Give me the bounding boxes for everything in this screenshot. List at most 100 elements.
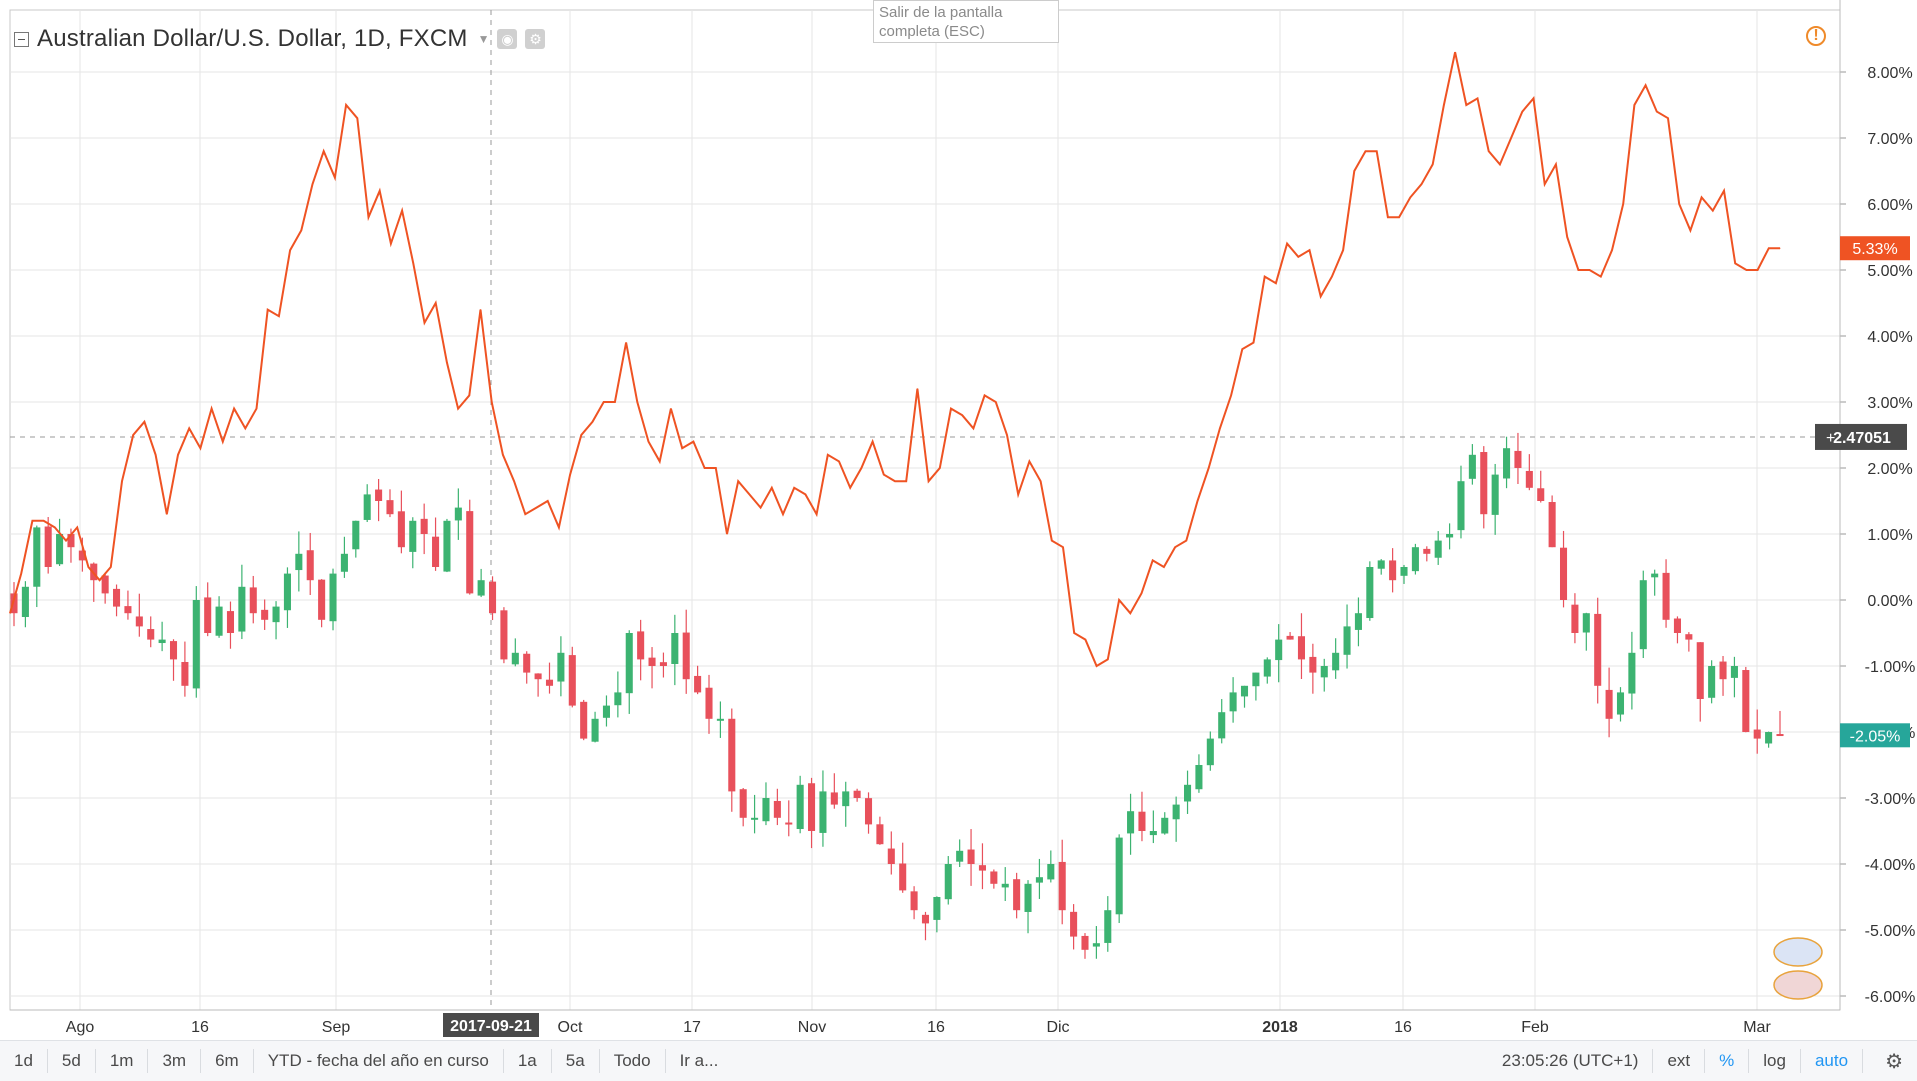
compare-series-point <box>1062 546 1064 548</box>
percent-toggle[interactable]: % <box>1705 1049 1750 1073</box>
compare-series-point <box>233 408 235 410</box>
price-chart[interactable]: 8.00% 7.00% 6.00% 5.00% 4.00% 3.00% 2.00% 1.00%… <box>0 0 1917 1040</box>
candle-body <box>1616 692 1625 715</box>
compare-series-point <box>502 454 504 456</box>
candle-body <box>318 579 326 620</box>
range-3m[interactable]: 3m <box>148 1049 202 1073</box>
compare-series-point <box>972 427 974 429</box>
candle-body <box>443 520 451 572</box>
compare-series-point <box>1051 540 1053 542</box>
compare-series-point <box>491 401 493 403</box>
y-tick-label: 2.00% <box>1867 461 1912 478</box>
x-tick-label: 17 <box>683 1019 701 1036</box>
compare-series-point <box>961 414 963 416</box>
range-todo[interactable]: Todo <box>600 1049 666 1073</box>
candle-body <box>135 616 143 627</box>
compare-series-point <box>87 566 89 568</box>
symbol-title[interactable]: Australian Dollar/U.S. Dollar, 1D, FXCM <box>37 25 468 52</box>
gear-icon[interactable]: ⚙ <box>525 29 546 49</box>
compare-series-point <box>1017 493 1019 495</box>
candle-body <box>545 679 554 686</box>
candle-body <box>1559 547 1568 600</box>
candle-body <box>375 489 383 501</box>
y-tick-label: -1.00% <box>1865 659 1916 676</box>
compare-series-point <box>536 507 537 509</box>
candle-body <box>409 520 417 552</box>
candle-body <box>1149 831 1157 836</box>
tooltip-line-1: Salir de la pantalla <box>879 4 1003 21</box>
compare-series-point <box>424 322 425 324</box>
compare-series-point <box>199 447 201 449</box>
candle-body <box>682 632 690 680</box>
range-1a[interactable]: 1a <box>504 1049 552 1073</box>
candle-body <box>944 864 952 900</box>
compare-series-point <box>20 573 22 575</box>
range-6m[interactable]: 6m <box>201 1049 254 1073</box>
range-5a[interactable]: 5a <box>552 1049 600 1073</box>
compare-series-point <box>1768 247 1770 249</box>
candle-body <box>1332 652 1340 671</box>
candle-body <box>113 588 121 607</box>
compare-series-point <box>1745 269 1747 271</box>
candle-body <box>1138 811 1146 831</box>
range-5d[interactable]: 5d <box>48 1049 96 1073</box>
candle-body <box>78 550 86 561</box>
plus-icon: + <box>1826 430 1835 447</box>
candle-body <box>147 629 155 640</box>
compare-series-point <box>110 566 112 568</box>
compare-series-point <box>1757 269 1759 271</box>
range-1m[interactable]: 1m <box>96 1049 149 1073</box>
y-tick-label: 7.00% <box>1867 131 1912 148</box>
compare-series-point <box>771 487 773 489</box>
candle-body <box>1229 692 1237 712</box>
candle-body <box>1651 573 1659 578</box>
candle-body <box>1218 712 1226 739</box>
candle-body <box>56 534 64 565</box>
auto-toggle[interactable]: auto <box>1801 1049 1864 1073</box>
compare-series-point <box>1387 216 1389 218</box>
compare-series-point <box>614 401 616 403</box>
candle-body <box>363 494 371 520</box>
clock[interactable]: 23:05:26 (UTC+1) <box>1488 1049 1654 1073</box>
compare-series-point <box>704 467 706 469</box>
candle-body <box>386 500 394 515</box>
bottom-toolbar: 1d 5d 1m 3m 6m YTD - fecha del año en cu… <box>0 1040 1917 1081</box>
flag-aud-icon <box>1773 937 1823 967</box>
candle-body <box>1525 470 1533 488</box>
candle-body <box>1434 540 1442 558</box>
compare-series-point <box>1432 163 1434 165</box>
candle-body <box>67 534 75 548</box>
compare-series-point <box>1141 592 1142 594</box>
candle-body <box>215 606 223 636</box>
chart-area[interactable]: 8.00% 7.00% 6.00% 5.00% 4.00% 3.00% 2.00% 1.00%… <box>0 0 1917 1040</box>
candle-body <box>1377 560 1385 569</box>
compare-series-point <box>1073 632 1075 634</box>
candle-body <box>637 631 645 660</box>
candle-body <box>21 586 29 618</box>
y-tick-label: 4.00% <box>1867 329 1912 346</box>
collapse-icon[interactable] <box>14 31 29 47</box>
ext-toggle[interactable]: ext <box>1653 1049 1706 1073</box>
candle-body <box>534 673 542 680</box>
compare-series-point <box>1230 394 1232 396</box>
range-1d[interactable]: 1d <box>0 1049 48 1073</box>
compare-series-point <box>1118 599 1120 601</box>
chevron-down-icon[interactable]: ▼ <box>477 32 490 46</box>
candle-body <box>158 639 166 644</box>
compare-series-point <box>849 487 851 489</box>
eye-icon[interactable]: ◉ <box>497 29 518 49</box>
compare-series-point <box>804 493 806 495</box>
candle-body <box>773 800 781 818</box>
candle-body <box>728 718 736 792</box>
range-ytd[interactable]: YTD - fecha del año en curso <box>254 1049 504 1073</box>
compare-series-point <box>401 210 403 212</box>
compare-series-point <box>323 150 325 152</box>
compare-series-point <box>625 342 627 344</box>
compare-series-point <box>894 480 896 482</box>
warning-icon[interactable]: ! <box>1806 26 1826 46</box>
log-toggle[interactable]: log <box>1749 1049 1801 1073</box>
goto-date[interactable]: Ir a... <box>679 1051 719 1070</box>
candle-body <box>1343 626 1351 655</box>
settings-gear-icon[interactable]: ⚙ <box>1885 1050 1903 1073</box>
candle-body <box>1537 488 1545 501</box>
